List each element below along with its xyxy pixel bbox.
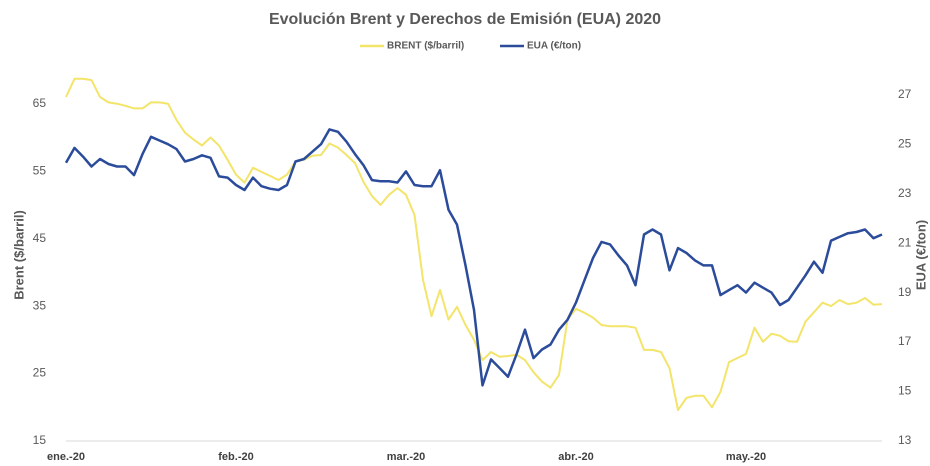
y2-tick-label: 17 xyxy=(898,334,912,348)
x-tick-label: ene.-20 xyxy=(47,451,85,463)
x-tick-label: may.-20 xyxy=(726,451,766,463)
y2-tick-label: 19 xyxy=(898,285,912,299)
series-line xyxy=(64,128,883,387)
legend-label: BRENT ($/barril) xyxy=(387,41,464,52)
x-tick-label: abr.-20 xyxy=(558,451,593,463)
series-line xyxy=(65,77,883,411)
x-tick-label: mar.-20 xyxy=(387,451,426,463)
y2-axis-label: EUA (€/ton) xyxy=(913,220,928,290)
y-tick-label: 55 xyxy=(33,163,47,177)
y2-tick-label: 25 xyxy=(898,136,912,150)
y-tick-label: 35 xyxy=(33,298,47,312)
y-tick-label: 25 xyxy=(33,366,47,380)
chart-title: Evolución Brent y Derechos de Emisión (E… xyxy=(269,11,661,28)
y2-tick-label: 15 xyxy=(898,384,912,398)
y-axis-label: Brent ($/barril) xyxy=(11,210,26,300)
y2-tick-label: 21 xyxy=(898,235,912,249)
x-tick-label: feb.-20 xyxy=(218,451,253,463)
y-tick-label: 65 xyxy=(33,96,47,110)
y2-tick-label: 13 xyxy=(898,433,912,447)
y-tick-label: 45 xyxy=(33,231,47,245)
y2-tick-label: 23 xyxy=(898,186,912,200)
legend-label: EUA (€/ton) xyxy=(527,41,581,52)
y-tick-label: 15 xyxy=(33,433,47,447)
y2-tick-label: 27 xyxy=(898,87,912,101)
